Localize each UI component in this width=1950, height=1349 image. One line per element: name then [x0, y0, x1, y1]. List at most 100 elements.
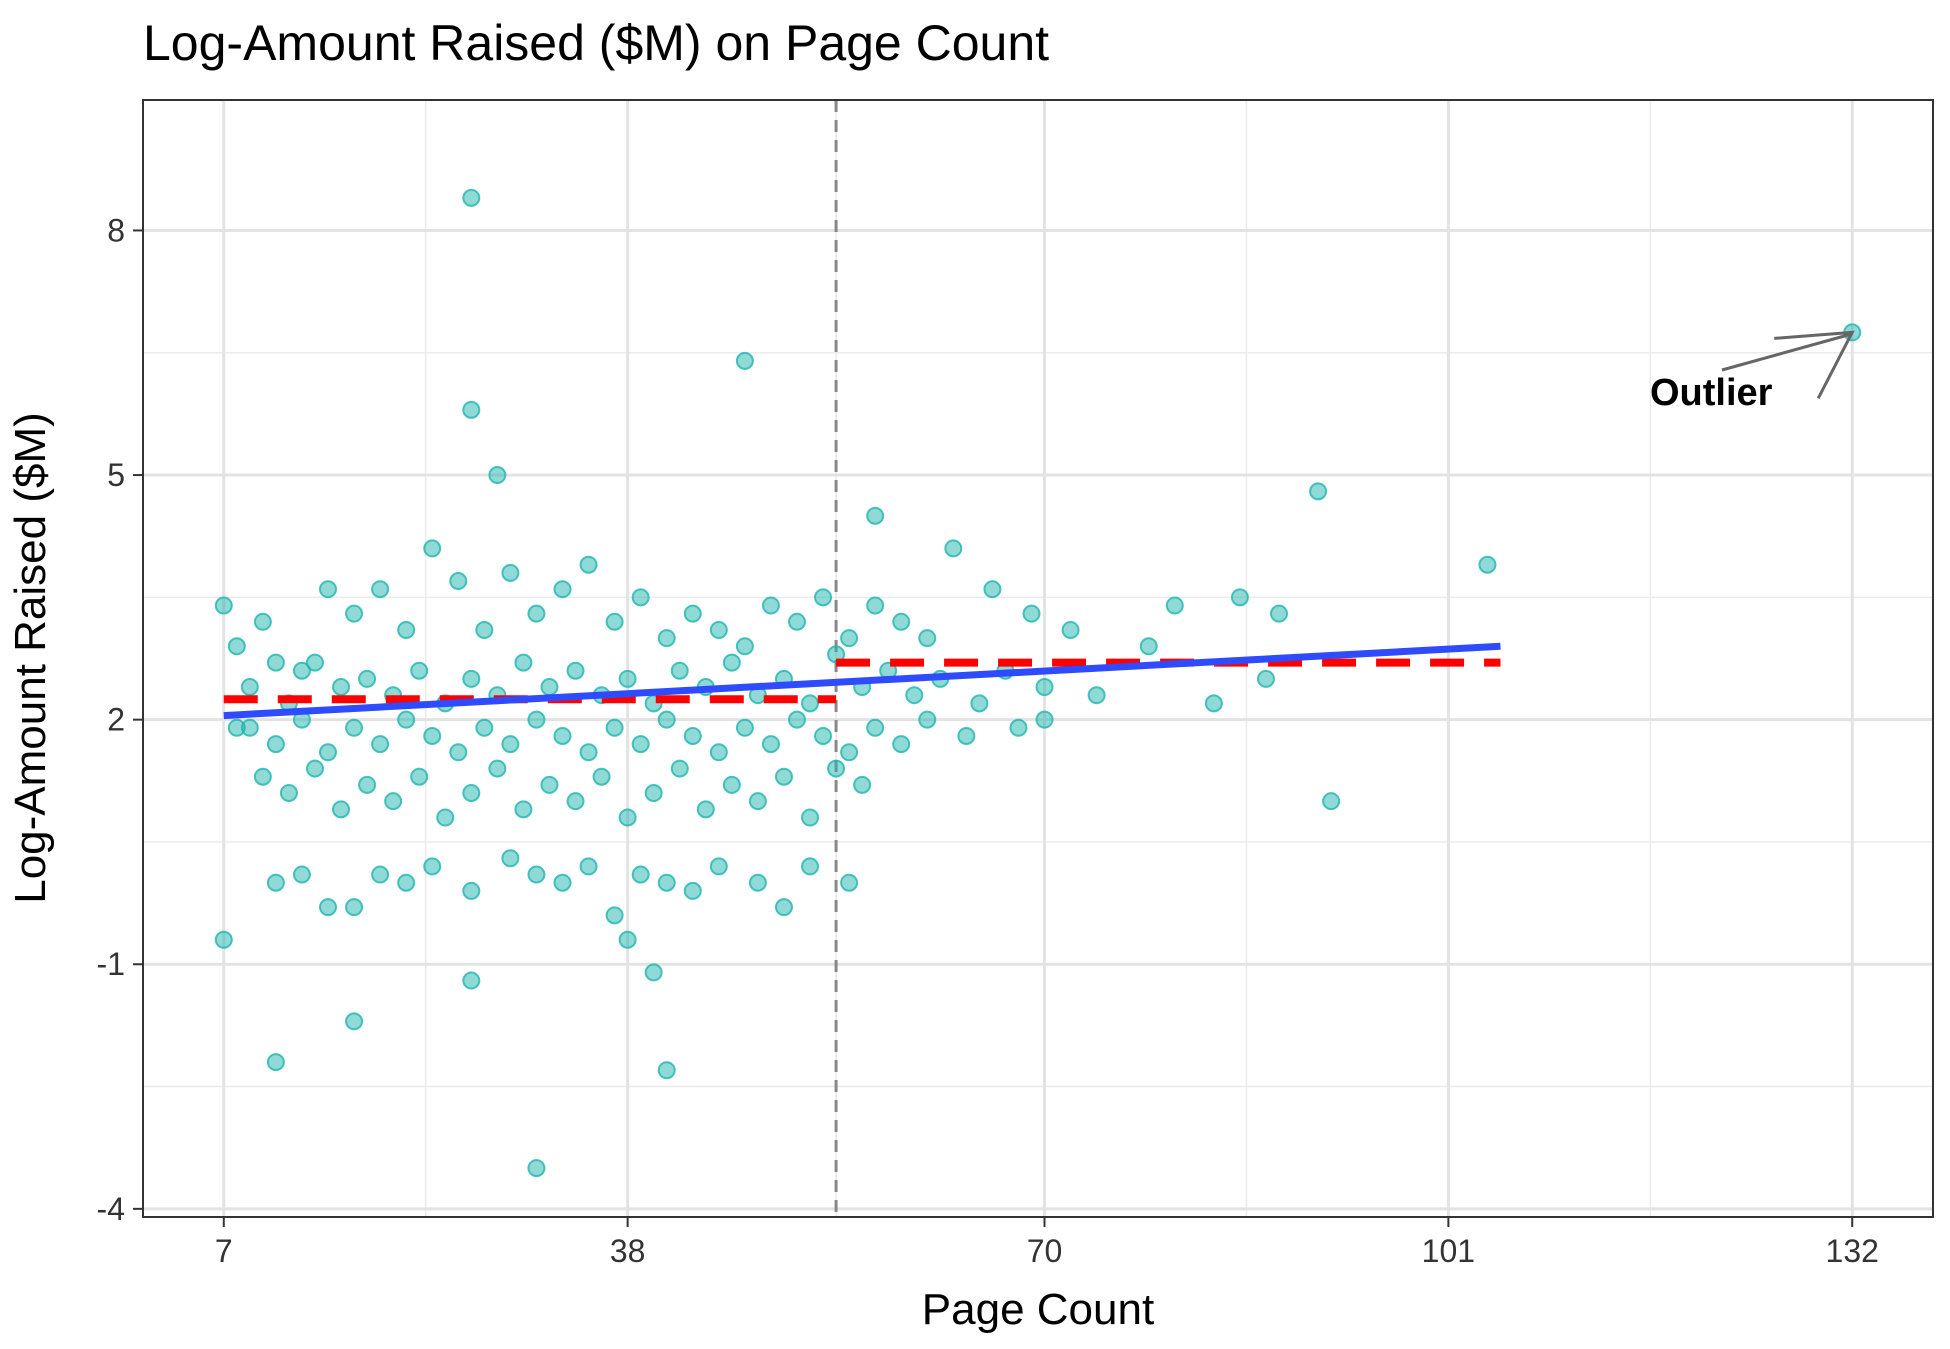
data-point: [957, 726, 976, 745]
x-tick-label: 101: [1422, 1233, 1475, 1269]
data-point: [1009, 718, 1028, 737]
data-point: [527, 865, 546, 884]
data-point: [605, 718, 624, 737]
data-point: [292, 865, 311, 884]
data-point: [644, 963, 663, 982]
data-point: [592, 767, 611, 786]
data-point: [410, 661, 429, 680]
data-point: [618, 930, 637, 949]
data-point: [462, 400, 481, 419]
data-point: [253, 612, 272, 631]
data-point: [292, 661, 311, 680]
data-point: [631, 865, 650, 884]
y-tick-label: 8: [107, 212, 125, 248]
data-point: [709, 743, 728, 762]
data-point: [761, 735, 780, 754]
data-point: [814, 726, 833, 745]
data-point: [905, 686, 924, 705]
data-point: [840, 629, 859, 648]
y-tick-label: -1: [97, 946, 125, 982]
data-point: [579, 555, 598, 574]
data-point: [605, 612, 624, 631]
data-point: [748, 873, 767, 892]
data-point: [696, 800, 715, 819]
data-point: [501, 563, 520, 582]
data-point: [266, 873, 285, 892]
data-point: [345, 1012, 364, 1031]
data-point: [553, 580, 572, 599]
x-axis-ticks: 7 38 70 101 132: [215, 1217, 1879, 1269]
data-points: [214, 188, 1862, 1178]
data-point: [240, 678, 259, 697]
data-point: [683, 726, 702, 745]
data-point: [397, 873, 416, 892]
data-point: [410, 767, 429, 786]
data-point: [332, 678, 351, 697]
data-point: [540, 678, 559, 697]
data-point: [853, 775, 872, 794]
data-point: [618, 669, 637, 688]
data-point: [644, 784, 663, 803]
data-point: [801, 808, 820, 827]
data-point: [553, 726, 572, 745]
data-point: [266, 735, 285, 754]
data-point: [527, 710, 546, 729]
data-point: [1139, 637, 1158, 656]
x-axis-title: Page Count: [922, 1285, 1154, 1334]
data-point: [866, 506, 885, 525]
data-point: [1035, 710, 1054, 729]
data-point: [918, 710, 937, 729]
data-point: [631, 588, 650, 607]
data-point: [1230, 588, 1249, 607]
data-point: [501, 735, 520, 754]
data-point: [579, 743, 598, 762]
data-point: [657, 629, 676, 648]
data-point: [1035, 678, 1054, 697]
data-point: [1270, 604, 1289, 623]
data-point: [514, 653, 533, 672]
data-point: [1204, 694, 1223, 713]
data-point: [566, 792, 585, 811]
data-point: [527, 604, 546, 623]
major-gridlines: [143, 100, 1933, 1217]
outlier-arrow-shaft: [1721, 332, 1851, 372]
linear-fit-line: [223, 642, 1501, 720]
data-point: [462, 188, 481, 207]
data-point: [1061, 620, 1080, 639]
data-point: [579, 857, 598, 876]
data-point: [371, 735, 390, 754]
data-point: [827, 759, 846, 778]
outlier-arrow-head: [1774, 330, 1855, 400]
x-tick-label: 7: [215, 1233, 233, 1269]
data-point: [318, 898, 337, 917]
y-axis-ticks: -4 -1 2 5 8: [97, 212, 143, 1227]
y-tick-label: 5: [107, 457, 125, 493]
data-point: [605, 906, 624, 925]
data-point: [618, 808, 637, 827]
data-point: [814, 588, 833, 607]
data-point: [397, 710, 416, 729]
data-point: [253, 767, 272, 786]
data-point: [840, 743, 859, 762]
data-point: [1256, 669, 1275, 688]
data-point: [475, 718, 494, 737]
data-point: [1165, 596, 1184, 615]
data-point: [501, 849, 520, 868]
data-point: [566, 661, 585, 680]
data-point: [462, 881, 481, 900]
y-axis-title: Log-Amount Raised ($M): [6, 412, 55, 904]
data-point: [892, 735, 911, 754]
data-point: [670, 661, 689, 680]
data-point: [761, 596, 780, 615]
data-point: [227, 718, 246, 737]
data-point: [1309, 482, 1328, 501]
data-point: [840, 873, 859, 892]
data-point: [423, 857, 442, 876]
y-tick-label: 2: [107, 702, 125, 738]
data-point: [787, 612, 806, 631]
data-point: [449, 743, 468, 762]
data-point: [488, 466, 507, 485]
data-point: [436, 808, 455, 827]
data-point: [709, 857, 728, 876]
